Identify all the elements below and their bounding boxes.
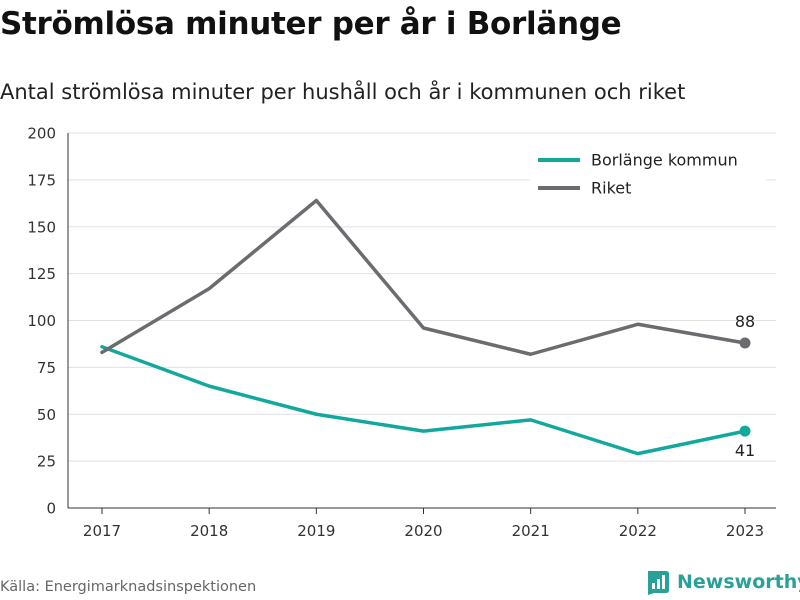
x-tick-label: 2018 [190, 522, 228, 540]
end-label-riket: 88 [735, 312, 755, 331]
y-tick-label: 25 [37, 453, 56, 471]
end-point-riket [739, 337, 751, 349]
legend-background [530, 144, 766, 204]
series-line-riket [100, 198, 747, 356]
y-tick-label: 50 [37, 406, 56, 424]
end-label-borlange: 41 [735, 441, 755, 460]
y-tick-label: 100 [27, 312, 56, 330]
series-line-borlange [100, 345, 747, 456]
y-tick-label: 75 [37, 359, 56, 377]
source-note: Källa: Energimarknadsinspektionen [0, 579, 257, 595]
x-tick-label: 2017 [83, 522, 121, 540]
x-tick-label: 2022 [619, 522, 657, 540]
y-tick-label: 0 [46, 500, 56, 518]
x-tick-label: 2023 [726, 522, 764, 540]
brand-name: Newsworthy [677, 571, 800, 593]
y-tick-label: 175 [27, 171, 56, 189]
legend-label-riket: Riket [591, 179, 631, 198]
legend-label-borlange: Borlänge kommun [591, 151, 738, 170]
brand-logo: Newsworthy [645, 569, 800, 595]
x-tick-label: 2021 [512, 522, 550, 540]
end-point-borlange [739, 425, 751, 437]
y-tick-label: 150 [27, 218, 56, 236]
chart-title: Strömlösa minuter per år i Borlänge [0, 6, 622, 42]
x-tick-label: 2019 [297, 522, 335, 540]
bar-chart-icon [648, 571, 669, 595]
x-tick-label: 2020 [404, 522, 442, 540]
chart-subtitle: Antal strömlösa minuter per hushåll och … [0, 80, 686, 104]
y-tick-label: 200 [27, 125, 56, 143]
y-tick-label: 125 [27, 265, 56, 283]
